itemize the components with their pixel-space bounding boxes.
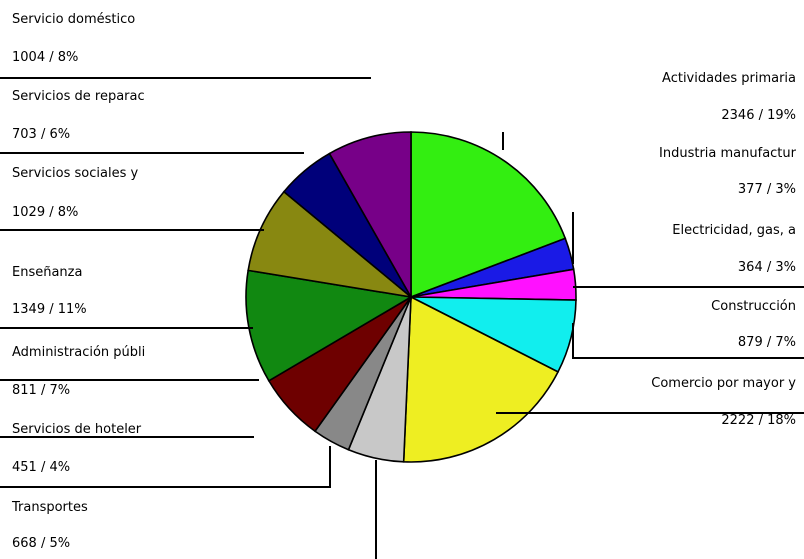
slice-value-label-12: 703 / 6% xyxy=(12,127,70,142)
slice-label-10: Enseñanza xyxy=(12,265,82,280)
slice-label-12: Servicios de reparac xyxy=(12,89,145,104)
slice-label-1: Industria manufactur xyxy=(659,146,797,161)
slice-label-11: Servicios sociales y xyxy=(12,166,138,181)
slice-value-label-11: 1029 / 8% xyxy=(12,205,78,220)
slice-value-label-9: 811 / 7% xyxy=(12,383,70,398)
slice-labels: Actividades primaria 2346 / 19% Industria … xyxy=(11,12,797,551)
slice-value-label-0: 2346 / 19% xyxy=(721,108,796,123)
slice-label-0: Actividades primaria xyxy=(662,71,796,86)
pie-slice-11 xyxy=(328,131,412,301)
leader-lines xyxy=(0,77,804,559)
slice-label-7: Transportes xyxy=(11,500,88,515)
slice-value-label-1: 377 / 3% xyxy=(738,182,796,197)
slice-label-2: Electricidad, gas, a xyxy=(672,223,796,238)
pie-slice-0 xyxy=(410,131,567,299)
pie-slice-4 xyxy=(402,295,560,463)
leader-line-6 xyxy=(0,446,331,488)
slice-label-4: Comercio por mayor y xyxy=(651,376,796,391)
slice-label-9: Administración públi xyxy=(12,345,145,360)
pie-slice-9 xyxy=(247,190,414,299)
slice-label-8: Servicios de hoteler xyxy=(12,422,142,437)
slice-value-label-4: 2222 / 18% xyxy=(721,413,796,428)
slice-value-label-2: 364 / 3% xyxy=(738,260,796,275)
slice-label-13: Servicio doméstico xyxy=(12,12,135,27)
slice-value-label-7: 668 / 5% xyxy=(12,536,70,551)
slice-label-3: Construcción xyxy=(711,299,796,314)
slice-value-label-8: 451 / 4% xyxy=(12,460,70,475)
leader-line-3 xyxy=(572,323,804,359)
slice-value-label-13: 1004 / 8% xyxy=(12,50,78,65)
pie-slices xyxy=(245,131,577,463)
slice-value-label-10: 1349 / 11% xyxy=(12,302,87,317)
slice-value-label-3: 879 / 7% xyxy=(738,335,796,350)
